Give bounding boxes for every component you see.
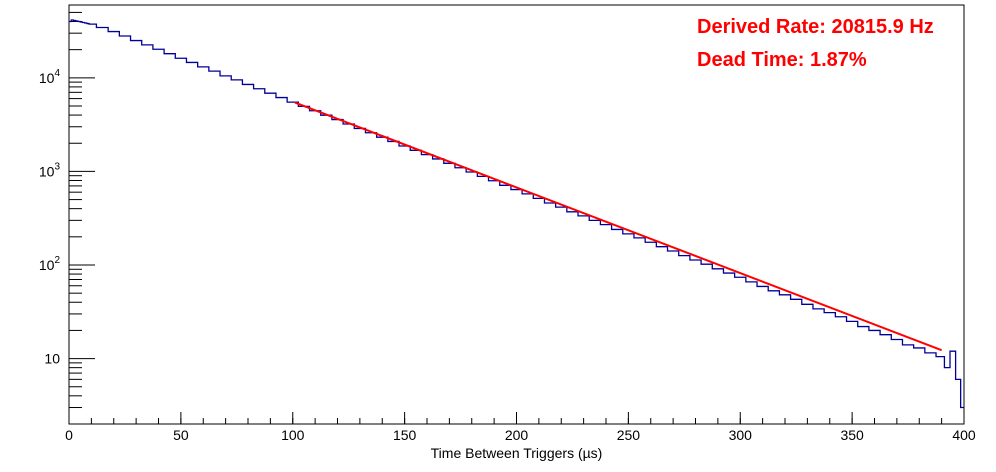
x-axis-title: Time Between Triggers (µs) [431, 445, 603, 461]
annotation-derived-rate: Derived Rate: 20815.9 Hz [697, 16, 934, 38]
annotation-dead-time: Dead Time: 1.87% [697, 49, 867, 71]
x-tick-label: 150 [393, 427, 417, 443]
x-tick-label: 350 [840, 427, 864, 443]
x-tick-label: 100 [281, 427, 305, 443]
major-ticks [68, 77, 965, 424]
y-tick-label: 102 [39, 255, 61, 273]
x-tick-label: 400 [952, 427, 976, 443]
x-tick-label: 300 [729, 427, 753, 443]
x-tick-label: 250 [617, 427, 641, 443]
x-tick-label: 200 [505, 427, 529, 443]
series-layer [69, 19, 964, 409]
x-tick-label: 0 [65, 427, 73, 443]
y-tick-labels: 10 102 103 104 [39, 68, 61, 367]
histogram-series [69, 19, 964, 409]
x-tick-labels: 0 50 100 150 200 250 300 350 400 [65, 427, 976, 443]
fit-line-series [294, 101, 942, 352]
y-tick-label: 10 [44, 351, 60, 367]
y-tick-label: 103 [39, 161, 61, 179]
x-tick-label: 50 [173, 427, 189, 443]
y-tick-label: 104 [39, 68, 61, 86]
